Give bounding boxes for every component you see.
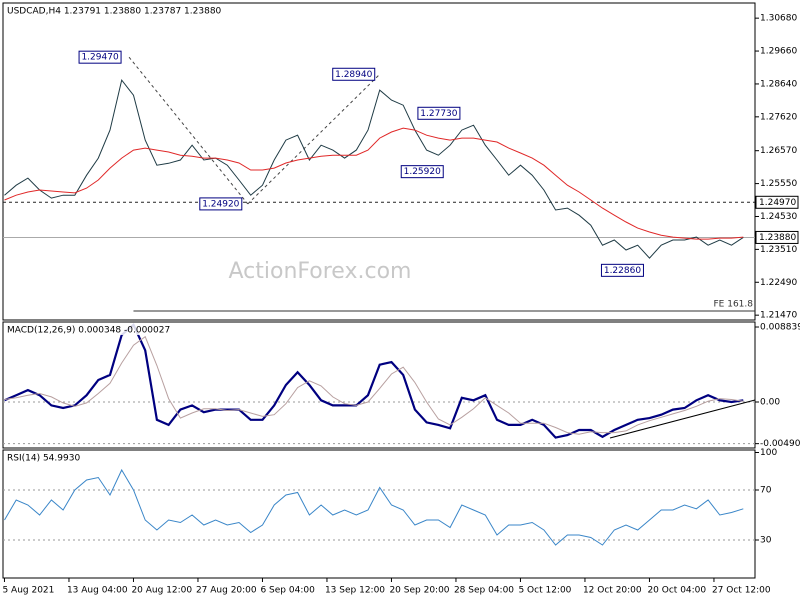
series-line	[4, 127, 744, 240]
swing-line	[128, 56, 249, 205]
x-tick-label: 6 Sep 04:00	[260, 586, 315, 596]
y-tick-label: 1.25550	[760, 179, 797, 189]
y-tick-label: 100	[760, 448, 777, 458]
y-tick-label: 1.23510	[760, 245, 797, 255]
y-tick-label: -0.004907	[760, 439, 800, 449]
x-tick-label: 27 Oct 12:00	[712, 586, 771, 596]
panel-title: RSI(14) 54.9930	[7, 454, 80, 464]
x-tick-label: 13 Aug 04:00	[67, 586, 128, 596]
annotation-box	[600, 263, 644, 277]
series-line	[4, 78, 744, 259]
annotation-label: 1.27730	[420, 109, 457, 119]
x-tick-label: 13 Sep 12:00	[325, 586, 385, 596]
x-tick-label: 20 Aug 12:00	[131, 586, 192, 596]
y-tick-label: 70	[760, 486, 772, 496]
panel-title: MACD(12,26,9) 0.000348 -0.000027	[7, 326, 170, 336]
y-tick-label: 1.26570	[760, 146, 797, 156]
annotation-label: 1.22860	[604, 266, 641, 276]
y-tick-label: 1.28640	[760, 79, 797, 89]
level-label: 1.23880	[759, 233, 796, 243]
x-tick-label: 27 Aug 20:00	[196, 586, 257, 596]
annotation-label: 1.24920	[202, 199, 239, 209]
y-tick-label: 0.008839	[760, 323, 800, 333]
x-tick-label: 20 Sep 20:00	[389, 586, 449, 596]
level-label: 1.24970	[759, 198, 796, 208]
y-tick-label: 1.22490	[760, 278, 797, 288]
y-tick-label: 1.21470	[760, 311, 797, 321]
fe-label: FE 161.8	[714, 299, 754, 309]
level-box	[755, 230, 799, 244]
series-line	[4, 468, 744, 546]
annotation-box	[332, 67, 376, 81]
panel-title: USDCAD,H4 1.23791 1.23880 1.23787 1.2388…	[7, 7, 222, 17]
x-tick-label: 12 Oct 20:00	[583, 586, 642, 596]
swing-line	[247, 73, 381, 205]
y-tick-label: 1.30680	[760, 14, 797, 24]
macd-trendline	[609, 399, 756, 439]
annotation-box	[400, 165, 444, 179]
x-tick-label: 20 Oct 04:00	[647, 586, 706, 596]
series-line	[4, 335, 744, 435]
panel-frame	[2, 321, 756, 449]
level-box	[755, 195, 799, 209]
annotation-box	[417, 106, 461, 120]
panel-frame	[2, 449, 756, 579]
annotation-label: 1.29470	[81, 53, 118, 63]
title-bg	[4, 4, 227, 16]
annotation-label: 1.25920	[404, 167, 441, 177]
x-tick-label: 28 Sep 04:00	[454, 586, 514, 596]
title-bg	[4, 323, 175, 335]
title-bg	[4, 451, 86, 463]
annotation-box	[199, 197, 243, 211]
annotation-label: 1.28940	[335, 70, 372, 80]
x-tick-label: 5 Aug 2021	[2, 586, 54, 596]
y-tick-label: 30	[760, 536, 772, 546]
annotation-box	[78, 50, 122, 64]
y-tick-label: 1.29660	[760, 47, 797, 57]
y-tick-label: 1.27620	[760, 112, 797, 122]
x-tick-label: 5 Oct 12:00	[518, 586, 571, 596]
panel-frame	[2, 2, 756, 321]
watermark: ActionForex.com	[229, 259, 412, 284]
y-tick-label: 0.00	[760, 398, 780, 408]
y-tick-label: 1.24530	[760, 212, 797, 222]
